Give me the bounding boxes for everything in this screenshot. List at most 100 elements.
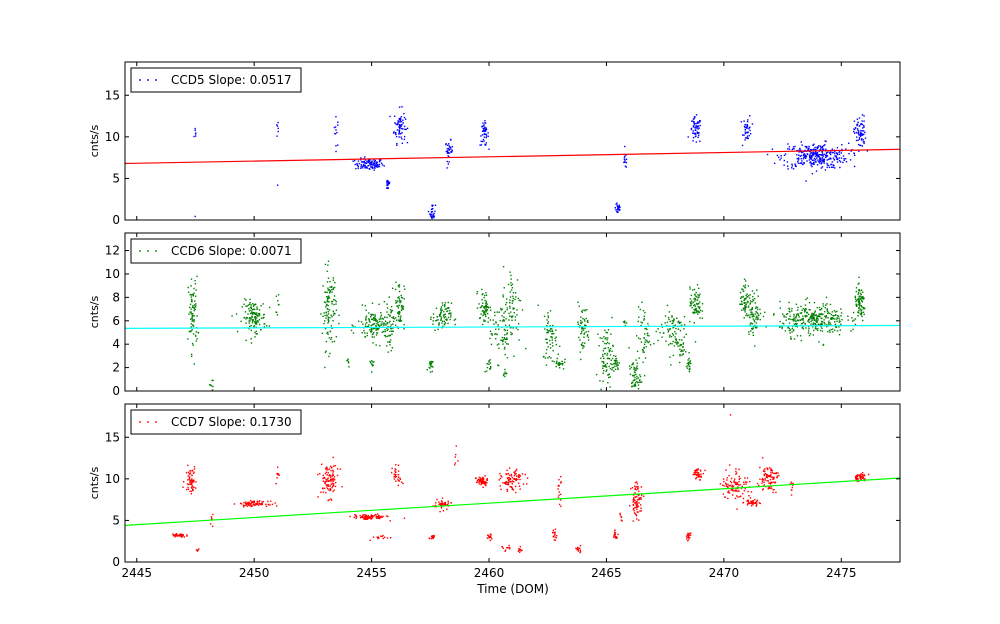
data-point [388,340,391,343]
data-point [789,315,791,317]
data-point [695,125,697,127]
data-point [840,152,842,154]
data-point [335,481,337,484]
data-point [642,495,645,497]
data-point [390,471,393,474]
data-point [728,492,731,494]
data-point [675,327,677,330]
data-point [329,317,331,319]
data-point [400,306,403,308]
data-point [779,325,782,328]
data-point [604,364,607,366]
data-point [245,501,247,503]
data-point [644,339,647,341]
data-point [641,322,644,324]
y-tick-label: 15 [105,88,120,102]
data-point [328,297,331,299]
data-point [773,472,775,475]
data-point [747,501,750,503]
data-point [803,162,805,165]
data-point [697,126,699,128]
data-point [192,333,195,335]
data-point [744,487,746,490]
data-point [276,124,278,126]
data-point [490,534,492,536]
data-point [605,337,607,339]
data-point [597,333,599,335]
data-point [617,364,619,366]
data-point [526,477,529,479]
data-point [443,324,446,326]
data-point [643,351,645,353]
data-point [756,499,759,502]
data-point [387,313,390,316]
data-point [644,333,646,335]
data-point [744,305,746,307]
data-point [752,499,754,502]
data-point [509,327,512,329]
data-point [396,129,399,131]
data-point [439,315,441,317]
data-point [863,130,865,132]
data-point [395,464,397,466]
data-point [606,354,608,356]
data-point [673,318,675,320]
data-point [401,106,403,108]
data-point [255,333,257,335]
data-point [860,131,862,134]
data-point [515,478,518,480]
data-point [641,494,643,496]
data-point [581,321,583,323]
data-point [328,301,330,303]
data-point [836,314,839,317]
data-point [386,537,389,539]
data-point [699,469,702,472]
data-point [389,334,392,337]
data-point [195,331,198,333]
data-point [428,366,430,369]
data-point [576,546,579,549]
data-point [617,207,619,210]
data-point [502,296,504,298]
data-point [487,312,489,315]
data-point [817,159,819,161]
data-point [686,367,689,369]
data-point [581,311,584,313]
data-point [326,270,328,272]
data-point [247,504,250,506]
data-point [367,325,370,328]
data-point [507,484,510,486]
data-point [438,503,440,506]
y-tick-label: 10 [105,130,120,144]
data-point [644,311,646,314]
data-point [192,344,194,346]
data-point [727,497,729,500]
data-point [863,142,865,145]
data-point [856,299,858,302]
data-point [813,316,815,319]
data-point [745,314,747,317]
data-point [862,141,865,143]
data-point [750,330,752,332]
data-point [190,330,192,332]
data-point [192,488,194,491]
x-tick-label: 2455 [356,566,387,580]
data-point [256,308,258,310]
data-point [327,333,329,335]
data-point [757,312,759,315]
data-point [580,310,583,313]
data-point [695,473,697,476]
legend-box [130,238,302,264]
data-point [829,322,832,324]
data-point [696,303,698,306]
data-point [503,348,506,350]
data-point [447,163,450,165]
data-point [671,316,673,318]
data-point [635,369,638,371]
data-point [489,306,491,309]
data-point [390,311,392,313]
data-point [747,500,749,502]
data-point [811,162,813,165]
data-point [829,318,832,320]
data-point [324,328,327,330]
